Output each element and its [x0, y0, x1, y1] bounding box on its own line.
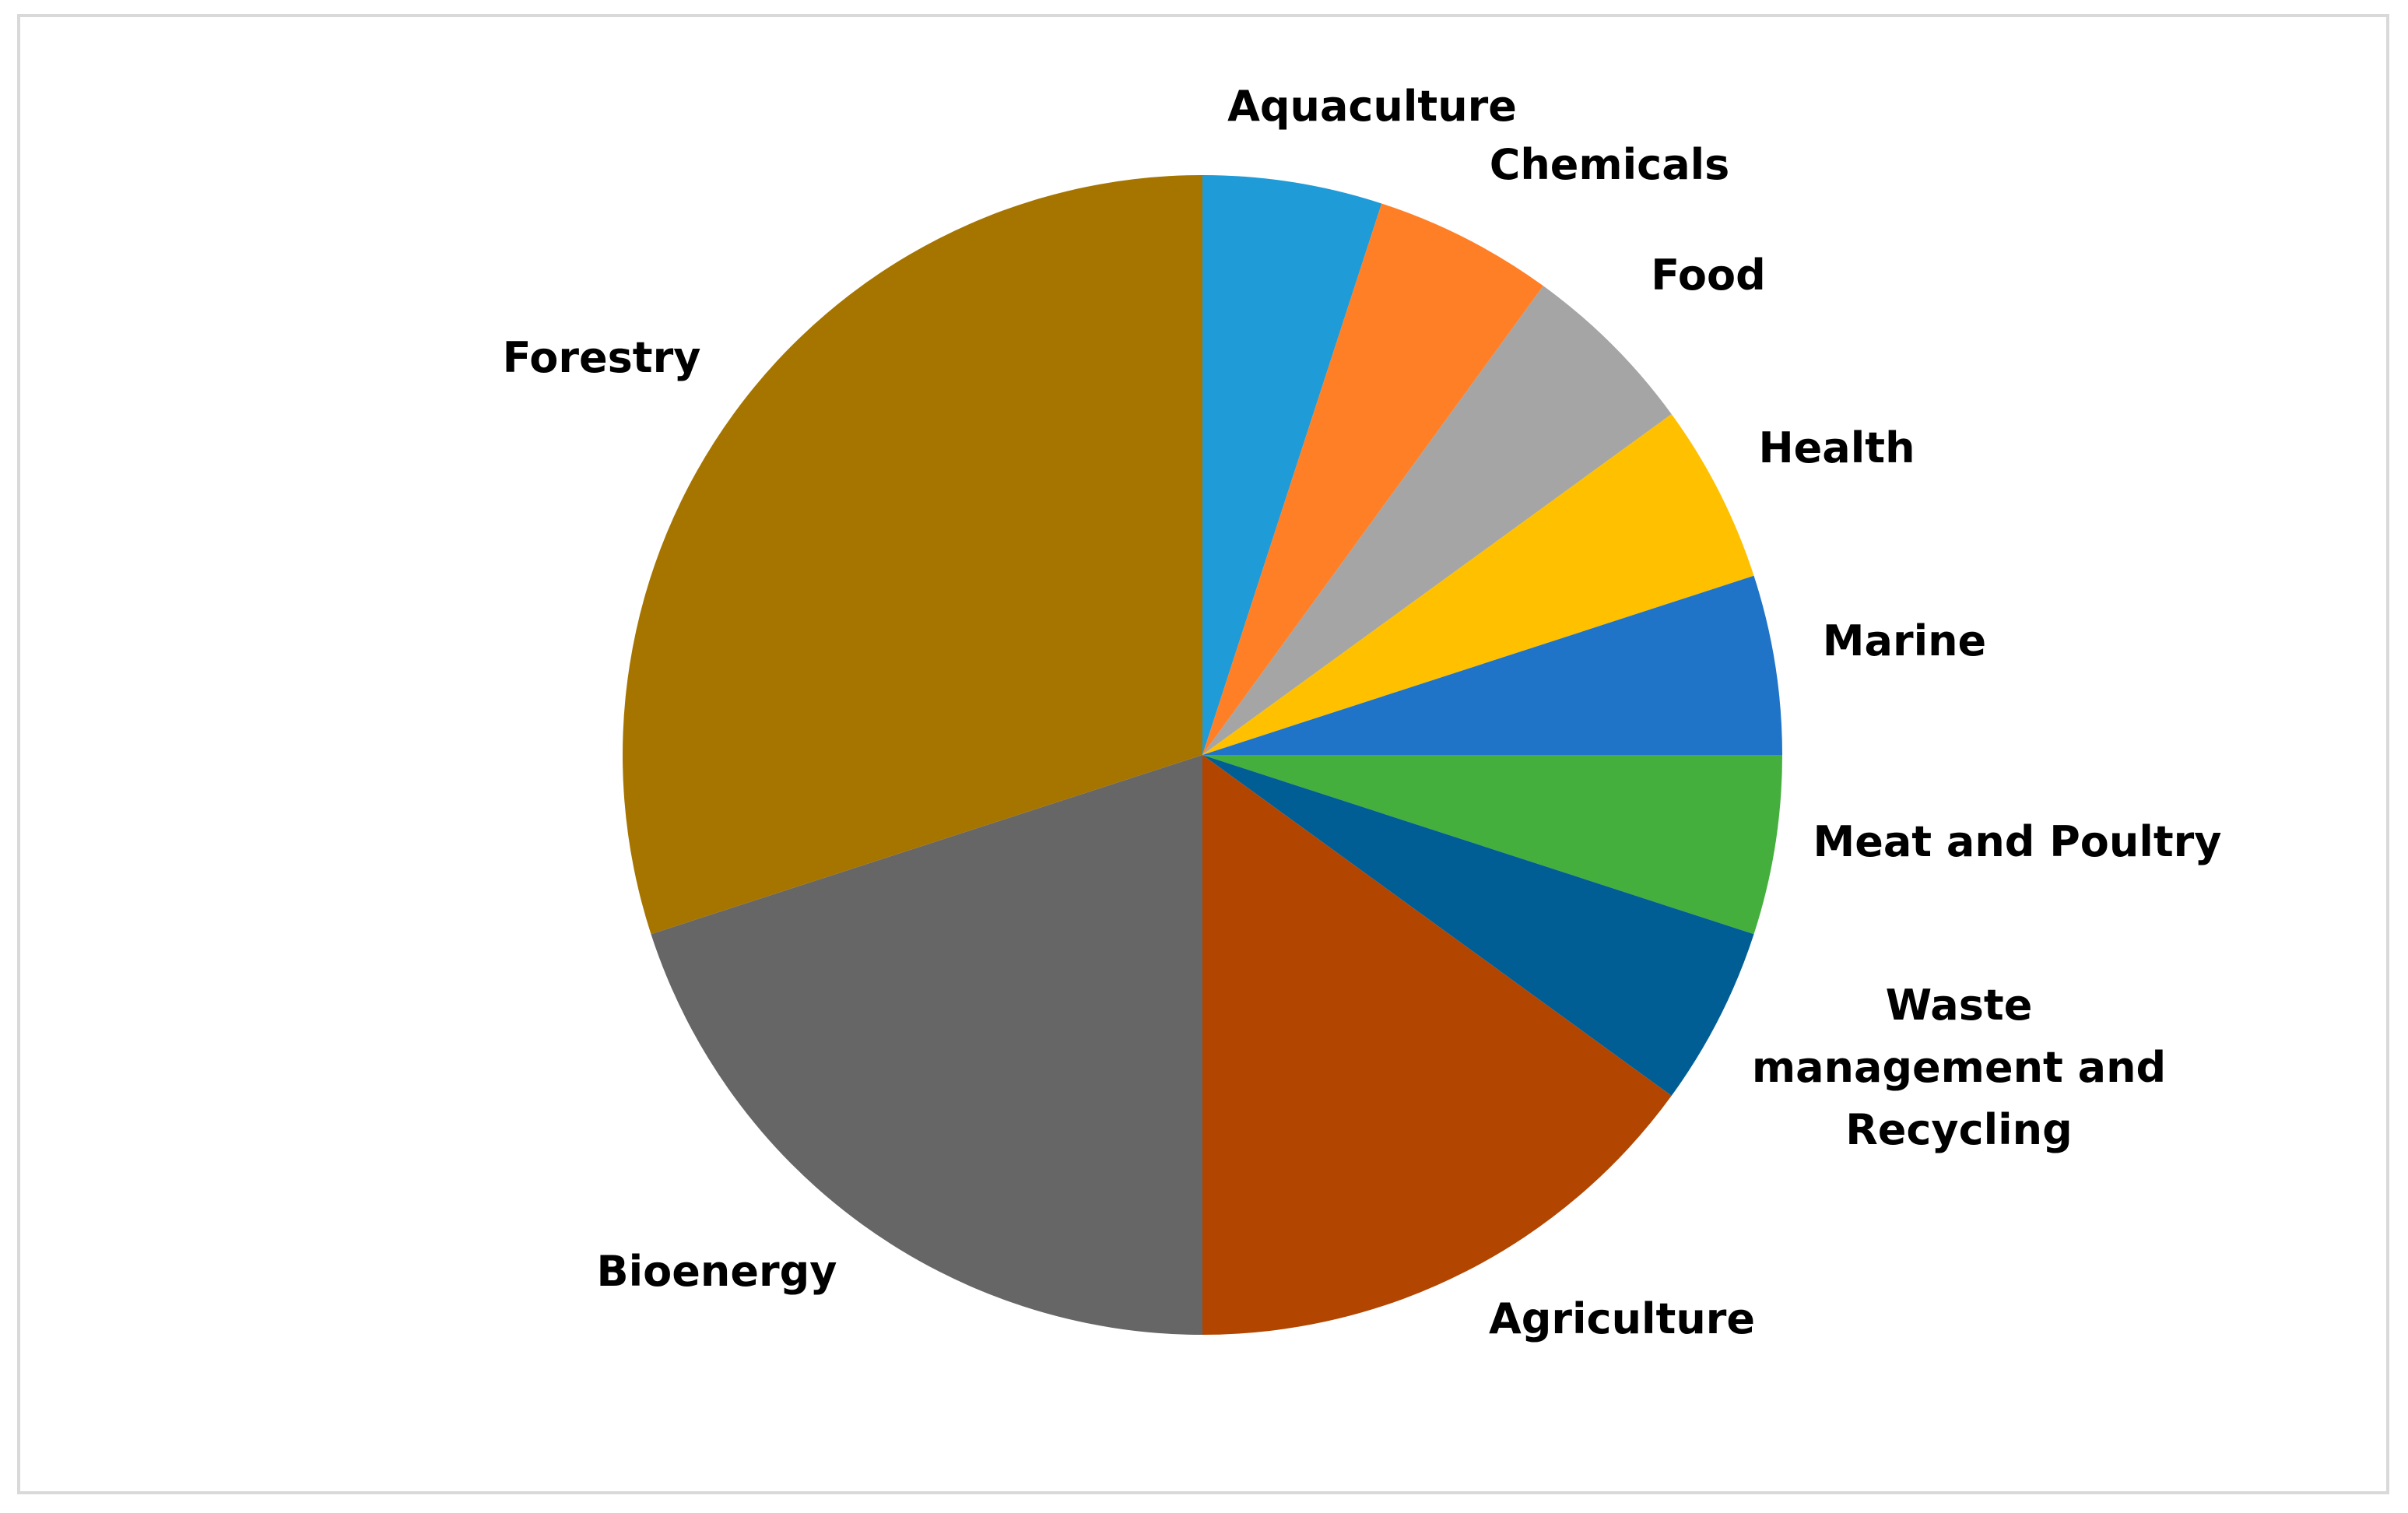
slice-label-chemicals: Chemicals	[1490, 140, 1730, 189]
pie-slice-agriculture	[1202, 755, 1672, 1335]
slice-label-aquaculture: Aquaculture	[1227, 82, 1517, 131]
slice-label-marine: Marine	[1823, 616, 1986, 665]
pie-slice-marine	[1202, 575, 1782, 755]
slice-label-meat-and-poultry: Meat and Poultry	[1813, 817, 2221, 866]
pie-slice-health	[1202, 414, 1754, 755]
slice-label-health: Health	[1758, 423, 1915, 472]
pie-slice-food	[1202, 286, 1672, 755]
pie-slice-bioenergy	[651, 755, 1202, 1335]
pie-slice-aquaculture	[1202, 175, 1382, 755]
pie-slices	[622, 175, 1782, 1335]
slice-label-bioenergy: Bioenergy	[597, 1247, 837, 1296]
slice-labels: Aquaculture Chemicals Food Health Marine Meat…	[503, 82, 2222, 1343]
slice-label-agriculture: Agriculture	[1489, 1294, 1755, 1343]
pie-slice-chemicals	[1202, 203, 1543, 756]
pie-slice-waste-management-and-recycling	[1202, 755, 1754, 1096]
slice-label-food: Food	[1651, 251, 1766, 300]
slice-label-forestry: Forestry	[503, 333, 701, 382]
slice-label-waste-management-and-recycling: Waste management and Recycling	[1752, 981, 2166, 1154]
pie-slice-forestry	[622, 175, 1202, 935]
pie-slice-meat-and-poultry	[1202, 755, 1782, 935]
